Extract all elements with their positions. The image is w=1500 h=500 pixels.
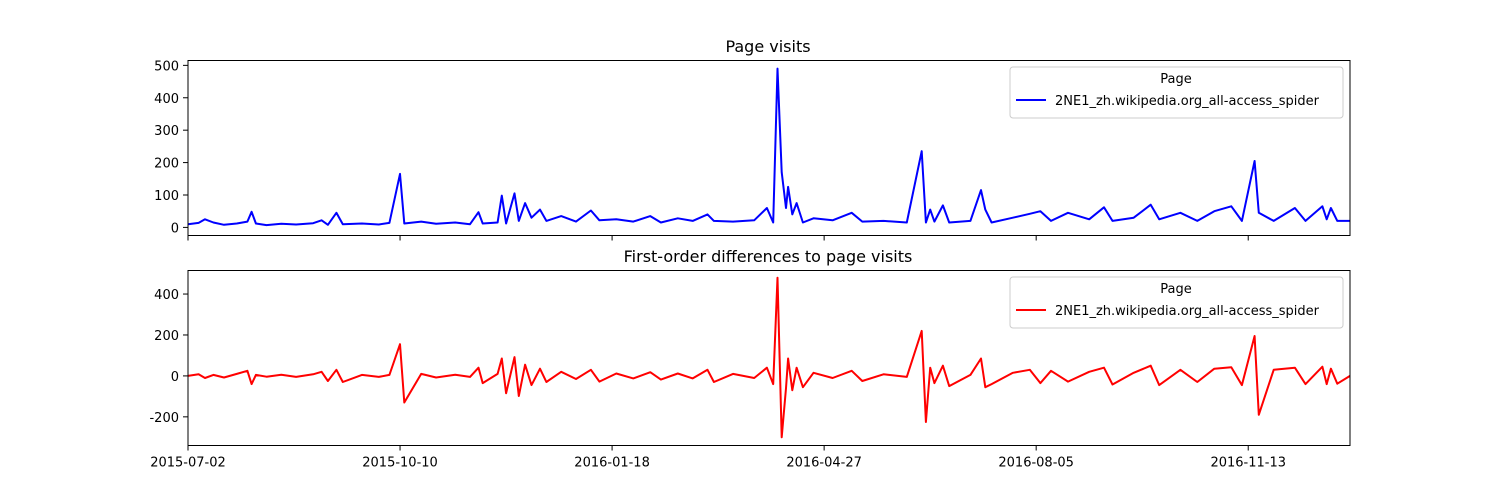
x-tick-label: 2015-07-02	[150, 456, 226, 471]
x-tick-label: 2015-10-10	[362, 456, 438, 471]
plot-frame	[187, 60, 1351, 236]
plot-frame	[187, 270, 1351, 446]
x-tick-label: 2016-08-05	[998, 456, 1074, 471]
y-tick-label: -200	[149, 411, 179, 426]
legend-entry: 2NE1_zh.wikipedia.org_all-access_spider	[1055, 304, 1320, 319]
y-tick-label: 400	[154, 288, 179, 303]
chart-title: Page visits	[725, 37, 810, 56]
x-axis	[187, 235, 1249, 241]
chart-title: First-order differences to page visits	[624, 247, 913, 266]
y-tick-label: 500	[154, 59, 179, 74]
legend-title: Page	[1160, 282, 1191, 297]
y-axis: -200 0 200 400	[149, 288, 188, 426]
series-line	[187, 276, 1351, 439]
x-tick-label: 2016-01-18	[574, 456, 650, 471]
y-axis: 0 100 200 300 400 500	[154, 59, 188, 236]
legend-entry: 2NE1_zh.wikipedia.org_all-access_spider	[1055, 94, 1320, 109]
panel-page-visits: Page visits 0 100 200 300 400 500 Page 2NE1_z…	[154, 37, 1351, 241]
x-axis: 2015-07-02 2015-10-10 2016-01-18 2016-04-27…	[150, 445, 1286, 471]
y-tick-label: 100	[154, 189, 179, 204]
x-tick-label: 2016-04-27	[786, 456, 862, 471]
series-line	[187, 67, 1350, 227]
legend-box	[1009, 276, 1344, 329]
legend: Page 2NE1_zh.wikipedia.org_all-access_sp…	[1009, 66, 1344, 119]
y-tick-label: 300	[154, 124, 179, 139]
legend-title: Page	[1160, 72, 1191, 87]
y-tick-label: 200	[154, 329, 179, 344]
y-tick-label: 0	[171, 370, 179, 385]
x-tick-label: 2016-11-13	[1210, 456, 1286, 471]
y-tick-label: 400	[154, 92, 179, 107]
y-tick-label: 0	[171, 221, 179, 236]
legend: Page 2NE1_zh.wikipedia.org_all-access_sp…	[1009, 276, 1344, 329]
y-tick-label: 200	[154, 157, 179, 172]
panel-first-order-differences: First-order differences to page visits -…	[149, 247, 1351, 471]
legend-box	[1009, 66, 1344, 119]
